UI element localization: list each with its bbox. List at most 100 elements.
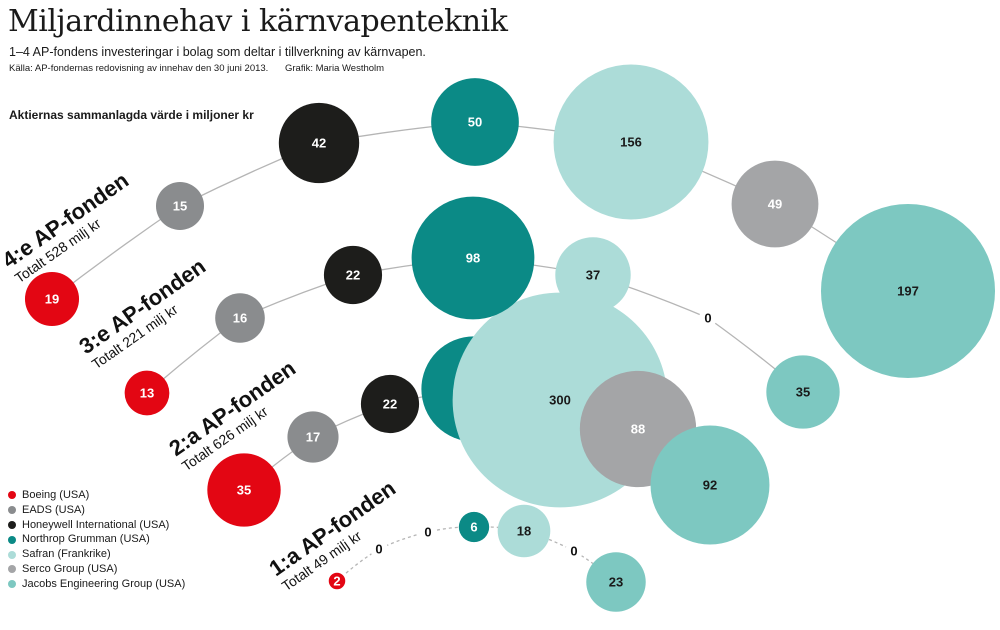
legend-swatch xyxy=(8,491,16,500)
bubble-value: 35 xyxy=(796,385,810,400)
legend-item: Northrop Grumman (USA) xyxy=(8,532,185,547)
bubble-circle xyxy=(327,571,347,591)
bubble-value: 197 xyxy=(897,284,919,299)
bubble: 98 xyxy=(411,196,535,320)
bubble: 197 xyxy=(820,203,996,379)
bubble-circle xyxy=(155,181,205,231)
legend-swatch xyxy=(8,580,16,589)
bubble-value: 50 xyxy=(468,115,482,130)
bubble: 35 xyxy=(766,355,840,429)
bubble: 22 xyxy=(323,245,383,305)
bubble: 0 xyxy=(370,540,388,558)
bubble-circle xyxy=(215,293,265,343)
legend-swatch xyxy=(8,535,16,544)
bubble-value: 16 xyxy=(233,311,247,326)
bubble-circle xyxy=(766,355,840,429)
bubble-circle xyxy=(411,196,535,320)
bubble-circle xyxy=(650,425,770,545)
legend: Boeing (USA) EADS (USA) Honeywell Internat… xyxy=(8,488,185,592)
bubble-value: 15 xyxy=(173,199,187,214)
bubble-value: 0 xyxy=(704,311,711,326)
bubble-circle xyxy=(553,64,709,220)
legend-swatch xyxy=(8,506,16,515)
bubble: 15 xyxy=(155,181,205,231)
zero-marker xyxy=(699,309,717,327)
bubble: 42 xyxy=(278,102,360,184)
legend-swatch xyxy=(8,550,16,559)
value-unit-label: Aktiernas sammanlagda värde i miljoner k… xyxy=(9,108,254,122)
bubble-value: 35 xyxy=(237,483,251,498)
bubble: 6 xyxy=(458,511,490,543)
legend-item: Jacobs Engineering Group (USA) xyxy=(8,577,185,592)
bubble-circle xyxy=(24,271,80,327)
bubble-circle xyxy=(124,370,170,416)
legend-label: Honeywell International (USA) xyxy=(22,518,170,531)
bubble: 37 xyxy=(555,237,631,313)
bubble-value: 37 xyxy=(586,268,600,283)
legend-item: EADS (USA) xyxy=(8,503,185,518)
bubble: 49 xyxy=(731,160,819,248)
bubble-circle xyxy=(731,160,819,248)
bubble: 13 xyxy=(124,370,170,416)
bubble-circle xyxy=(323,245,383,305)
legend-label: Boeing (USA) xyxy=(22,489,90,501)
bubble-circle xyxy=(360,374,420,434)
bubble-value: 22 xyxy=(346,268,360,283)
bubble-value: 17 xyxy=(306,430,320,445)
bubble-value: 300 xyxy=(549,393,571,408)
legend-item: Honeywell International (USA) xyxy=(8,518,185,533)
graphic-credit: Grafik: Maria Westholm xyxy=(285,63,385,74)
bubble: 50 xyxy=(431,78,519,166)
bubble: 0 xyxy=(565,542,583,560)
legend-swatch xyxy=(8,520,16,529)
bubble: 22 xyxy=(360,374,420,434)
bubble-value: 98 xyxy=(466,251,480,266)
bubble: 23 xyxy=(586,552,646,612)
bubble-value: 0 xyxy=(375,542,382,557)
legend-item: Serco Group (USA) xyxy=(8,562,185,577)
bubble-value: 6 xyxy=(470,520,477,535)
legend-label: Serco Group (USA) xyxy=(22,562,118,575)
bubble: 19 xyxy=(24,271,80,327)
bubble-circle xyxy=(820,203,996,379)
legend-label: EADS (USA) xyxy=(22,503,85,516)
bubble: 16 xyxy=(215,293,265,343)
bubble: 156 xyxy=(553,64,709,220)
legend-label: Safran (Frankrike) xyxy=(22,548,111,561)
bubble: 0 xyxy=(419,523,437,541)
bubble-circle xyxy=(497,504,551,558)
bubble-value: 22 xyxy=(383,397,397,412)
bubble-circle xyxy=(586,552,646,612)
bubble-value: 18 xyxy=(517,524,531,539)
bubble-circle xyxy=(555,237,631,313)
bubble: 92 xyxy=(650,425,770,545)
bubble-circle xyxy=(278,102,360,184)
bubble: 18 xyxy=(497,504,551,558)
bubble-value: 156 xyxy=(620,135,642,150)
bubble-value: 13 xyxy=(140,386,154,401)
zero-marker xyxy=(419,523,437,541)
zero-marker xyxy=(565,542,583,560)
bubble-circle xyxy=(287,411,339,463)
bubble: 17 xyxy=(287,411,339,463)
bubble-value: 88 xyxy=(631,422,645,437)
chart-subtitle: 1–4 AP-fondens investeringar i bolag som… xyxy=(9,45,426,59)
bubble-circle xyxy=(458,511,490,543)
bubble: 35 xyxy=(207,453,281,527)
chart-title: Miljardinnehav i kärnvapenteknik xyxy=(8,4,508,39)
legend-item: Safran (Frankrike) xyxy=(8,547,185,562)
legend-swatch xyxy=(8,565,16,574)
fund-bubbles: 2006180233517227230088921316229837035191… xyxy=(24,64,996,612)
zero-marker xyxy=(370,540,388,558)
bubble: 0 xyxy=(699,309,717,327)
fund-name: 3:e AP-fonden xyxy=(74,253,210,359)
fund-name: 4:e AP-fonden xyxy=(0,167,133,273)
bubble-value: 0 xyxy=(424,525,431,540)
bubble-circle xyxy=(431,78,519,166)
legend-item: Boeing (USA) xyxy=(8,488,185,503)
bubble: 2 xyxy=(327,571,347,591)
bubble-value: 92 xyxy=(703,478,717,493)
bubble-value: 23 xyxy=(609,575,623,590)
